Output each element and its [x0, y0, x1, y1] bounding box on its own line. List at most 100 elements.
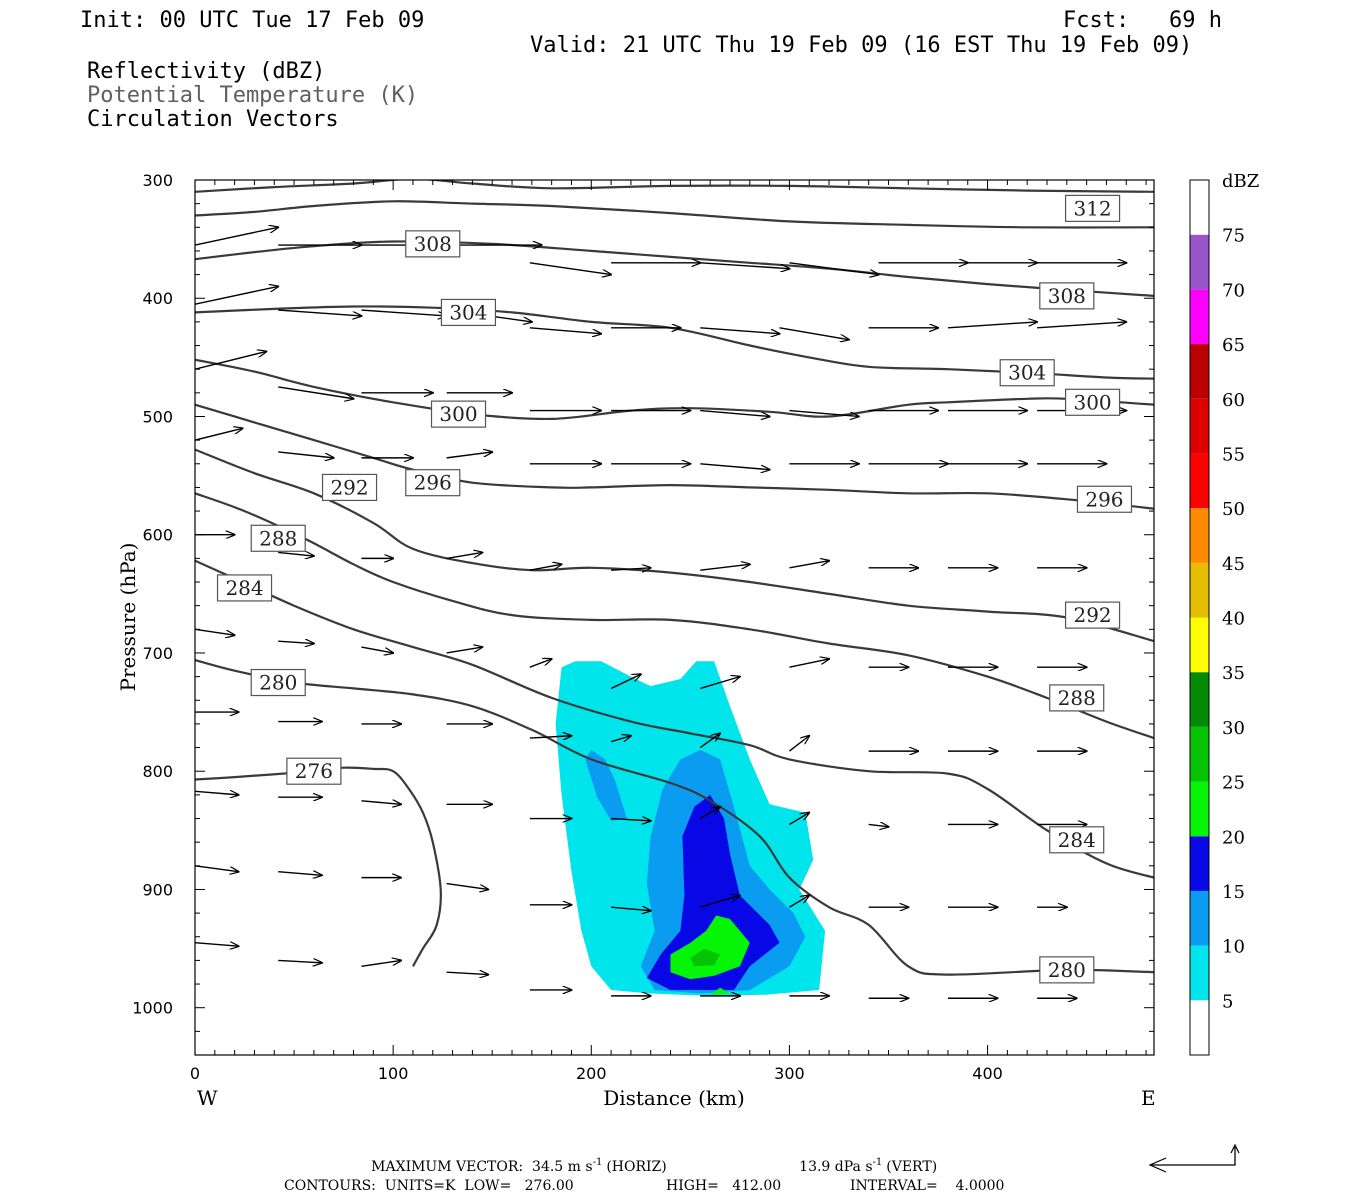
- contour-label-box: [1076, 485, 1133, 513]
- contour-label-text: 288: [1058, 686, 1096, 710]
- colorbar-label-70: 70: [1222, 280, 1245, 301]
- colorbar-label-15: 15: [1222, 882, 1245, 903]
- contour-label-280-17: 280: [1039, 956, 1095, 984]
- colorbar-band-50: [1190, 453, 1209, 509]
- contour-label-text: 296: [1085, 487, 1123, 511]
- vector-arrow: [700, 677, 740, 690]
- contour-label-text: 308: [414, 232, 452, 256]
- vector-arrow: [529, 262, 611, 275]
- vector-arrow: [195, 791, 239, 795]
- vector-arrow: [789, 659, 829, 668]
- vector-arrow: [361, 960, 401, 968]
- y-tick-label: 700: [142, 644, 173, 663]
- contour-label-300-6: 300: [430, 400, 487, 428]
- field-label-vectors: Circulation Vectors: [87, 107, 339, 132]
- vector-arrow: [278, 641, 314, 643]
- colorbar-label-10: 10: [1222, 937, 1245, 958]
- vector-arrow: [278, 552, 314, 556]
- plot-frame: [194, 179, 1155, 1056]
- colorbar-band-55: [1190, 398, 1209, 454]
- x-tick-label: 200: [576, 1064, 607, 1083]
- theta-contour-312: [195, 200, 1154, 229]
- contour-label-box: [1064, 194, 1121, 222]
- contour-label-284-16: 284: [1049, 826, 1105, 854]
- colorbar-band-40: [1190, 562, 1209, 618]
- contour-labels: 276 280 284 288 292 296 300 304 308 312 308 304 300 2…: [216, 194, 1133, 984]
- y-axis-title: Pressure (hPa): [116, 543, 140, 692]
- contour-label-text: 284: [1058, 828, 1096, 852]
- contour-label-box: [430, 400, 487, 428]
- theta-contour-288: [195, 492, 1154, 740]
- contour-label-text: 284: [225, 576, 263, 600]
- theta-contour-296: [195, 403, 1154, 510]
- vector-arrow: [195, 428, 243, 441]
- forecast-hour: Fcst: 69 h: [1063, 8, 1222, 33]
- x-axis-title: Distance (km): [603, 1086, 745, 1110]
- vector-arrow: [529, 736, 572, 738]
- y-tick-label: 1000: [132, 999, 173, 1018]
- valid-time: Valid: 21 UTC Thu 19 Feb 09 (16 EST Thu …: [530, 33, 1192, 58]
- footer-contours: CONTOURS: UNITS=K LOW= 276.00 HIGH= 412.…: [284, 1178, 1004, 1194]
- vector-arrow: [700, 463, 769, 470]
- contour-label-box: [405, 230, 461, 258]
- y-tick-label: 900: [142, 880, 173, 899]
- x-east-label: E: [1141, 1086, 1156, 1110]
- vector-arrow: [195, 865, 239, 872]
- contour-label-300-12: 300: [1064, 388, 1121, 416]
- field-label-theta: Potential Temperature (K): [87, 83, 418, 108]
- contour-label-box: [405, 469, 461, 497]
- contour-label-292-4: 292: [321, 473, 378, 502]
- contour-label-text: 296: [414, 471, 452, 495]
- field-label-reflectivity: Reflectivity (dBZ): [87, 59, 325, 84]
- reflectivity-region-20dbz-6: [710, 987, 730, 995]
- theta-contour-308: [195, 240, 1154, 297]
- vector-arrow: [446, 552, 483, 560]
- colorbar-label-55: 55: [1222, 444, 1245, 465]
- vector-arrow: [700, 409, 769, 417]
- init-time: Init: 00 UTC Tue 17 Feb 09: [80, 8, 424, 33]
- y-tick-label: 500: [142, 407, 173, 426]
- contour-label-296-5: 296: [405, 469, 461, 497]
- axis-ticks: 0 100 200 300 400 300 400 500 600 700 800 900 1000: [132, 171, 1154, 1083]
- vector-arrow: [700, 327, 779, 334]
- vector-arrow: [700, 895, 740, 908]
- colorbar-frame: [1189, 179, 1210, 1056]
- contour-label-text: 280: [259, 671, 297, 695]
- vector-arrow: [789, 262, 878, 275]
- vector-arrow: [278, 872, 322, 876]
- contour-label-box: [250, 668, 306, 697]
- vector-arrow: [361, 646, 393, 653]
- contour-label-text: 292: [1073, 603, 1111, 627]
- x-tick-label: 400: [972, 1064, 1003, 1083]
- x-tick-label: 0: [190, 1064, 200, 1083]
- vector-arrow: [700, 564, 750, 571]
- contours-interval: INTERVAL= 4.0000: [850, 1178, 1004, 1194]
- vector-arrow: [699, 807, 720, 820]
- reflectivity-region-25dbz-5: [690, 948, 721, 967]
- vector-arrow: [789, 561, 829, 569]
- contour-label-box: [216, 574, 273, 602]
- contour-label-text: 300: [1073, 390, 1111, 414]
- vector-arrow: [446, 452, 493, 459]
- vector-arrow: [529, 659, 552, 668]
- contour-label-284-2: 284: [216, 574, 273, 602]
- colorbar-band-60: [1190, 344, 1209, 399]
- contour-label-text: 288: [259, 526, 297, 550]
- max-vector-text: MAXIMUM VECTOR: 34.5 m s-1 (HORIZ): [340, 1157, 689, 1175]
- colorbar-band-10: [1190, 890, 1209, 946]
- contour-label-text: 280: [1048, 958, 1086, 982]
- colorbar-label-25: 25: [1222, 773, 1245, 794]
- vector-arrow: [195, 227, 278, 246]
- contour-label-box: [1039, 282, 1095, 310]
- theta-contour-284: [195, 559, 1154, 879]
- vector-arrow: [610, 736, 631, 743]
- contour-label-box: [286, 757, 342, 785]
- vector-arrow: [529, 564, 562, 571]
- colorbar-label-65: 65: [1222, 335, 1245, 356]
- colorbar-label-35: 35: [1222, 663, 1245, 684]
- max-vector-vert: 13.9 dPa s-1 (VERT): [768, 1157, 959, 1175]
- vector-arrow: [195, 286, 278, 305]
- vector-arrow: [195, 351, 266, 370]
- contour-label-box: [1049, 684, 1105, 712]
- reflectivity-region-10dbz-1: [585, 749, 627, 821]
